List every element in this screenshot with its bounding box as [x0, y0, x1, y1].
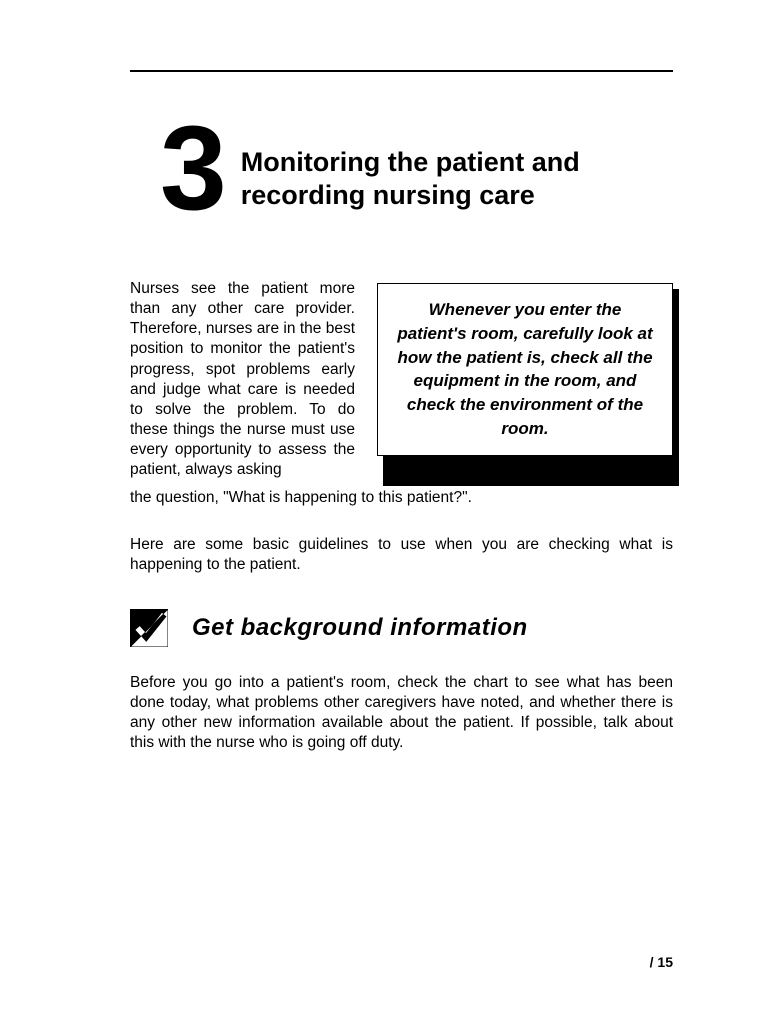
section-title: Get background information — [192, 614, 528, 642]
top-rule — [130, 70, 673, 72]
callout-box: Whenever you enter the patient's room, c… — [377, 279, 673, 480]
callout-text: Whenever you enter the patient's room, c… — [377, 283, 673, 456]
intro-continuation: the question, "What is happening to this… — [130, 488, 673, 508]
section-body: Before you go into a patient's room, che… — [130, 673, 673, 754]
chapter-header: 3 Monitoring the patient and recording n… — [130, 117, 673, 219]
chapter-title: Monitoring the patient and recording nur… — [241, 146, 673, 220]
checkmark-box-icon — [130, 609, 168, 647]
intro-text: Nurses see the patient more than any oth… — [130, 279, 355, 480]
guidelines-intro: Here are some basic guidelines to use wh… — [130, 535, 673, 575]
section-header: Get background information — [130, 609, 673, 647]
chapter-number: 3 — [130, 117, 223, 219]
intro-row: Nurses see the patient more than any oth… — [130, 279, 673, 480]
page-number: / 15 — [650, 954, 673, 970]
